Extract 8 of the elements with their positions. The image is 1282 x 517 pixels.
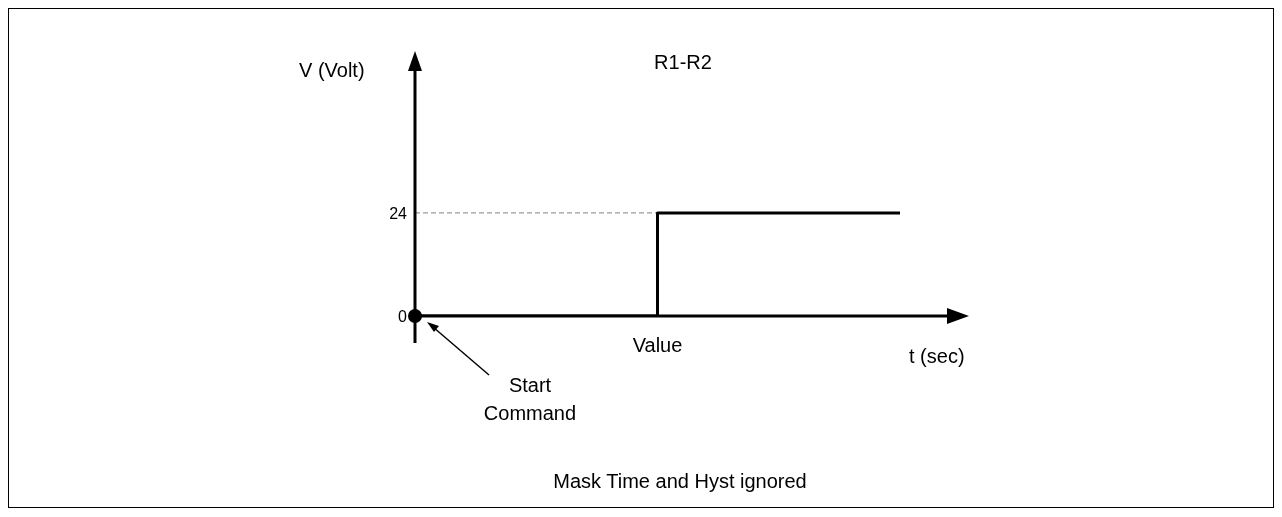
text: Mask Time and Hyst ignored: [552, 469, 808, 494]
text: Start Command: [482, 373, 578, 426]
x-axis-title: t (sec): [909, 345, 965, 368]
x-tick-label: Value: [632, 334, 683, 357]
y-tick-label: 0: [398, 307, 408, 325]
y-axis-title: V (Volt): [299, 59, 365, 82]
chart-title: R1-R2: [653, 51, 713, 74]
y-tick-label: 24: [389, 204, 408, 222]
